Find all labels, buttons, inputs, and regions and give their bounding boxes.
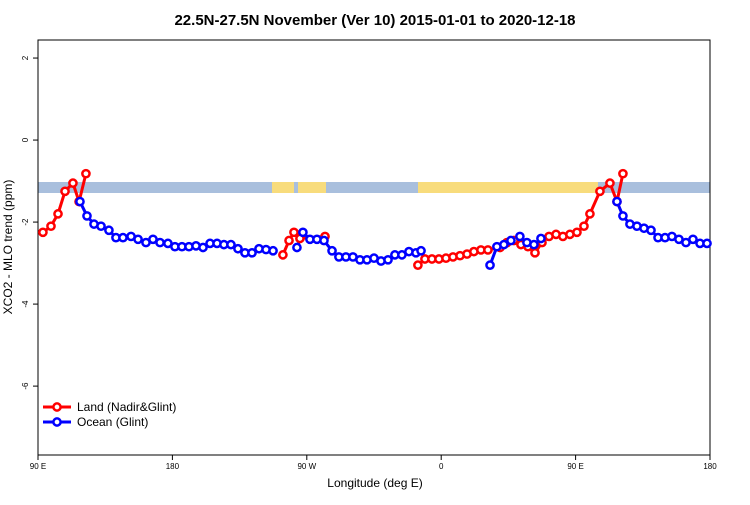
x-tick-label: 90 E — [30, 462, 46, 471]
chart-title: 22.5N-27.5N November (Ver 10) 2015-01-01… — [174, 12, 575, 29]
y-tick-label: -6 — [21, 382, 30, 390]
data-point — [60, 186, 70, 197]
data-point — [529, 239, 539, 250]
data-point — [416, 245, 426, 256]
data-point — [688, 234, 698, 245]
data-point — [298, 227, 308, 238]
x-tick-label: 180 — [703, 462, 717, 471]
legend-marker — [52, 417, 62, 427]
data-point — [133, 234, 143, 245]
data-point — [413, 260, 423, 270]
data-point — [289, 227, 299, 238]
data-point — [198, 242, 208, 253]
data-point — [383, 254, 393, 265]
data-point — [506, 235, 516, 246]
legend-label: Land (Nadir&Glint) — [77, 400, 176, 414]
land-patch — [298, 182, 326, 193]
data-point — [233, 243, 243, 254]
y-tick-label: 2 — [21, 55, 30, 60]
data-point — [585, 209, 595, 219]
legend: Land (Nadir&Glint)Ocean (Glint) — [43, 400, 176, 429]
x-tick-label: 0 — [439, 462, 444, 471]
data-point — [319, 235, 329, 246]
data-point — [284, 235, 294, 246]
data-point — [75, 196, 85, 207]
legend-label: Ocean (Glint) — [77, 415, 148, 429]
data-point — [81, 168, 91, 179]
data-point — [46, 221, 56, 232]
data-point — [485, 260, 495, 270]
y-tick-label: -4 — [21, 300, 30, 308]
data-point — [226, 239, 236, 250]
data-point — [605, 178, 615, 188]
data-point — [247, 247, 257, 258]
data-point — [53, 209, 63, 219]
map-strip — [38, 182, 710, 193]
data-point — [515, 231, 525, 242]
y-tick-label: 0 — [21, 137, 30, 142]
data-point — [499, 239, 509, 250]
y-axis-label: XCO2 - MLO trend (ppm) — [1, 180, 15, 315]
data-point — [327, 245, 337, 256]
data-point — [82, 211, 92, 221]
data-point — [612, 196, 622, 207]
data-point — [595, 186, 605, 197]
ocean-strip — [38, 182, 710, 193]
data-point — [579, 221, 589, 232]
land-patch — [418, 182, 598, 193]
data-point — [702, 238, 712, 249]
y-tick-label: -2 — [21, 218, 30, 226]
plot-frame — [37, 39, 711, 456]
data-point — [483, 245, 493, 255]
data-point — [572, 227, 582, 238]
x-tick-label: 90 E — [567, 462, 583, 471]
data-point — [618, 211, 628, 221]
data-point — [104, 225, 114, 236]
x-axis-label: Longitude (deg E) — [327, 476, 422, 490]
legend-marker — [52, 402, 62, 412]
data-point — [155, 237, 165, 248]
data-point — [530, 247, 540, 258]
land-patch — [272, 182, 294, 193]
data-point — [68, 178, 78, 188]
data-point — [96, 221, 106, 232]
data-point — [536, 233, 546, 244]
data-point — [118, 232, 128, 243]
data-point — [292, 242, 302, 253]
data-point — [618, 168, 628, 179]
x-tick-label: 180 — [166, 462, 180, 471]
data-point — [268, 245, 278, 256]
data-point — [646, 225, 656, 236]
data-point — [278, 250, 288, 260]
data-point — [38, 227, 48, 238]
x-tick-label: 90 W — [297, 462, 316, 471]
